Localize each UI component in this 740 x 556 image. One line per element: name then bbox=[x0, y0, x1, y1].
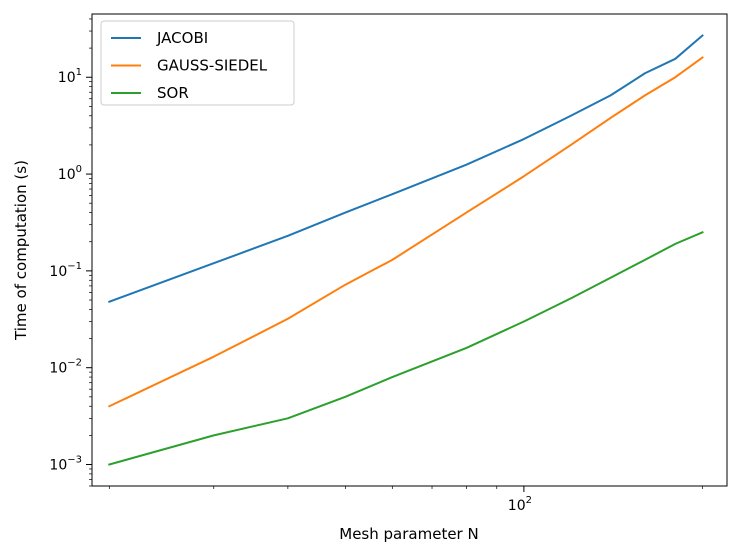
plot-frame bbox=[91, 13, 728, 487]
series-layer bbox=[107, 34, 704, 466]
legend-label-jacobi: JACOBI bbox=[156, 29, 208, 47]
series-line-sor bbox=[108, 231, 704, 466]
legend-label-sor: SOR bbox=[157, 84, 189, 102]
legend-box bbox=[100, 20, 295, 106]
y-tick-label: 10−1 bbox=[49, 261, 82, 280]
x-axis-label: Mesh parameter N bbox=[339, 525, 478, 543]
x-tick-label: 102 bbox=[508, 495, 532, 514]
y-axis-ticks: 10−3 10−2 10−1 100 101 bbox=[49, 18, 92, 487]
y-tick-label: 10−3 bbox=[49, 455, 82, 474]
y-tick-label: 10−2 bbox=[49, 358, 82, 377]
x-axis-ticks: 102 bbox=[108, 486, 703, 514]
y-tick-label: 101 bbox=[58, 67, 82, 86]
legend-label-gauss-siedel: GAUSS-SIEDEL bbox=[157, 57, 268, 75]
y-tick-label: 100 bbox=[58, 164, 82, 183]
series-line-gauss-siedel bbox=[107, 56, 704, 408]
legend: JACOBI GAUSS-SIEDEL SOR bbox=[100, 20, 295, 106]
y-axis-label: Time of computation (s) bbox=[12, 160, 30, 341]
series-line-jacobi bbox=[108, 34, 704, 304]
